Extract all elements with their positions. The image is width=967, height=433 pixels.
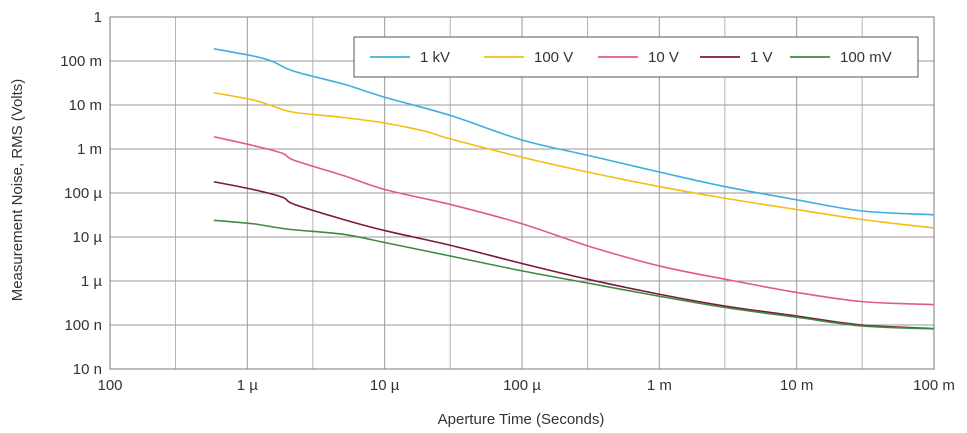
y-tick-label: 100 n — [64, 317, 102, 334]
y-axis-title: Measurement Noise, RMS (Volts) — [9, 79, 26, 302]
y-tick-label: 1 µ — [81, 273, 103, 290]
x-tick-label: 100 m — [913, 377, 955, 394]
legend: 1 kV 100 V 10 V 1 V 100 mV — [353, 36, 919, 78]
x-axis-title: Aperture Time (Seconds) — [438, 411, 605, 428]
plot-frame — [109, 16, 935, 370]
legend-label-10-v: 10 V — [648, 49, 679, 66]
y-tick-label: 10 µ — [73, 229, 103, 246]
x-tick-label: 1 m — [647, 377, 672, 394]
series-lines — [213, 47, 935, 330]
y-tick-label: 1 — [94, 9, 102, 26]
y-tick-label: 100 µ — [64, 185, 102, 202]
tick-labels: 100 1 µ 10 µ 100 µ 1 m 10 m 100 m 1 100 m 10 m 1 m… — [60, 9, 955, 394]
x-tick-label: 100 — [97, 377, 122, 394]
legend-label-100-mv: 100 mV — [840, 49, 892, 66]
series-line-1-v — [213, 180, 935, 330]
series-line-1-kv — [213, 47, 935, 216]
y-tick-label: 10 n — [73, 361, 102, 378]
legend-label-100-v: 100 V — [534, 49, 573, 66]
x-tick-label: 10 µ — [370, 377, 400, 394]
y-tick-label: 1 m — [77, 141, 102, 158]
x-tick-label: 1 µ — [237, 377, 259, 394]
y-tick-label: 10 m — [69, 97, 102, 114]
legend-label-1-kv: 1 kV — [420, 49, 450, 66]
y-tick-label: 100 m — [60, 53, 102, 70]
series-line-10-v — [213, 135, 935, 306]
plot-border — [109, 16, 935, 370]
legend-label-1-v: 1 V — [750, 49, 773, 66]
series-line-100-v — [213, 91, 935, 229]
x-tick-label: 10 m — [780, 377, 813, 394]
series-line-100-mv — [213, 219, 935, 330]
x-tick-label: 100 µ — [503, 377, 541, 394]
